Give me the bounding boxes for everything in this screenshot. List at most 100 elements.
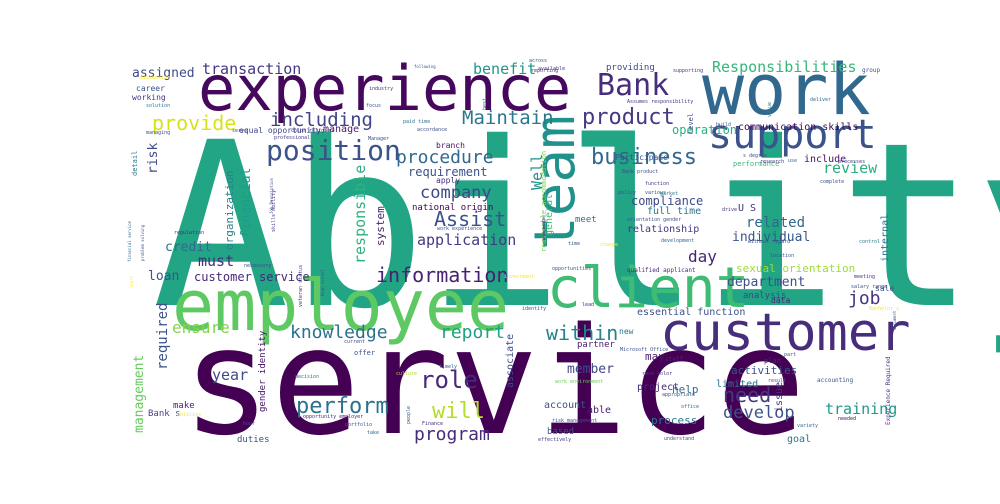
word-work-experience: work experience (437, 226, 482, 232)
word-level: level (687, 113, 695, 134)
word-program: program (414, 424, 490, 445)
word-help: help (672, 383, 699, 396)
word-decision: decision (295, 374, 319, 380)
word-opportunity-employer: opportunity employer (303, 414, 363, 420)
word-offer: offer (354, 349, 375, 357)
word-product: product (582, 105, 675, 130)
word-procedure: procedure (396, 147, 494, 168)
word-activities: activities (731, 364, 797, 377)
word-lead: lead (582, 302, 594, 308)
word-account: account (544, 400, 586, 411)
word-serve: serve (232, 128, 247, 134)
word-information: information (376, 263, 508, 287)
word-processes: processes (838, 159, 865, 165)
word-take: take (367, 430, 379, 436)
word-knowledge: knowledge (290, 322, 388, 343)
word-accordance: accordance (417, 127, 447, 133)
word-will: will (432, 399, 485, 424)
word-high-school: High school (320, 269, 325, 296)
word-participate: Participate (615, 153, 668, 162)
word-various: various (645, 190, 666, 196)
word-operation: operation (672, 123, 737, 137)
word-support: support (708, 112, 877, 158)
word-salary-range: salary range (851, 284, 887, 290)
word-managing: managing (146, 130, 170, 136)
word-needed: needed (838, 416, 856, 422)
word-complete: complete (820, 179, 844, 185)
word-location: location (770, 253, 794, 259)
word-customer-service: customer service (194, 270, 310, 284)
word-value: value (767, 102, 773, 117)
word-staff: staff (665, 356, 683, 363)
word-maintain: Maintain (462, 107, 554, 129)
word-including: including (270, 109, 373, 131)
word-risk-management: risk management (552, 418, 597, 424)
word-financial-service: financial service (127, 220, 132, 262)
word-change: change (600, 242, 618, 248)
word-associate: associate (505, 334, 516, 388)
word-review: review (823, 159, 878, 177)
word-veteran-status: veteran status (298, 265, 304, 307)
word-qualified-applicant: qualified applicant (627, 267, 696, 274)
word-management: management (132, 355, 147, 433)
word-understand: understand (664, 436, 694, 442)
word-duties: duties (237, 435, 270, 445)
word-best: best (482, 98, 488, 110)
word-limited: limited (716, 379, 758, 390)
word-without-regard: without regard (748, 239, 790, 245)
word-hour: hour (243, 421, 255, 427)
word-day: day (688, 247, 717, 266)
word-time: time (568, 241, 580, 247)
word-detail: detail (131, 151, 139, 176)
word-business: business (591, 145, 697, 170)
word-develop: develop (723, 403, 795, 423)
word-national-origin: national origin (412, 203, 493, 213)
word-perform: perform (296, 394, 389, 419)
word-manager: Manager (368, 136, 389, 142)
word-document: document (892, 310, 897, 330)
word-plan: plan (764, 357, 781, 365)
word-control: control (859, 239, 880, 245)
word-effectively: effectively (538, 437, 571, 443)
word-job-description: Job Description (269, 177, 274, 214)
word-financial: financial (239, 168, 254, 238)
word-need: need (723, 383, 771, 407)
word-available: available (538, 66, 565, 72)
word-deliver: deliver (810, 97, 831, 103)
word-investment: investment (504, 274, 534, 280)
word-current: current (344, 339, 365, 345)
word-regulation: regulation (174, 230, 204, 236)
word-opportunities: opportunities (552, 266, 591, 272)
word-accounting: accounting (817, 377, 854, 384)
word-company: company (420, 183, 492, 203)
word-work-environment: work environment (555, 379, 603, 385)
word-make: make (173, 401, 195, 411)
word-development: development (661, 238, 694, 244)
word-result: result (768, 378, 786, 384)
word-within: within (546, 321, 618, 345)
word-people: people (406, 406, 412, 424)
word-solution: solution (146, 103, 170, 109)
word-build: build (716, 122, 731, 128)
word-may: may (645, 350, 665, 363)
word-required: required (155, 303, 171, 370)
word-following: following (414, 64, 436, 69)
word-credit: credit (165, 240, 212, 255)
word-position: position (266, 134, 401, 167)
word-manage: manage (323, 124, 359, 135)
word-branch: branch (436, 141, 465, 150)
word-related: related (746, 215, 805, 231)
word-race-color: race color (642, 371, 672, 377)
word-individual: individual (732, 230, 810, 245)
word-assumes-responsibility: Assumes responsibility (627, 99, 693, 105)
word-equal-opportunity: equal opportunity (239, 126, 321, 135)
word-drive: drive (722, 207, 737, 213)
word-analysis: analysis (743, 291, 786, 301)
word-appropriate: appropriate (662, 392, 695, 398)
word-learn: learn (129, 275, 134, 288)
word-bank: Bank (597, 68, 669, 103)
word-necessary: necessary (244, 263, 271, 269)
word-bank-product: Bank product (622, 169, 658, 175)
